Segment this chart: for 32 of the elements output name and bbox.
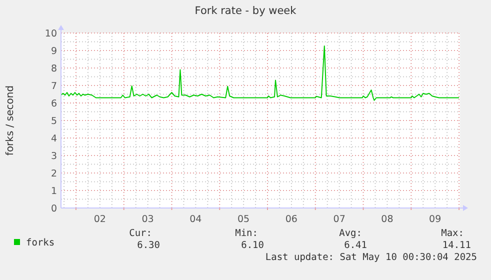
text: 14.11 xyxy=(442,240,472,251)
text: Cur: xyxy=(129,228,152,239)
text: 6.10 xyxy=(241,240,264,251)
y-tick-label: 9 xyxy=(50,46,57,57)
text: Max: xyxy=(441,228,464,239)
y-axis-title: forks / second xyxy=(5,85,16,156)
y-tick-label: 4 xyxy=(50,134,57,144)
y-tick-label: 7 xyxy=(50,81,57,92)
text: Last update: Sat May 10 00:30:04 2025 xyxy=(265,252,477,263)
y-tick-label: 1 xyxy=(50,186,57,197)
x-tick-label: 05 xyxy=(238,214,250,225)
y-tick-label: 6 xyxy=(50,98,57,110)
x-tick-label: 03 xyxy=(142,214,154,225)
x-tick-label: 02 xyxy=(94,214,106,225)
text: 6.30 xyxy=(137,240,160,251)
x-tick-label: 08 xyxy=(381,214,394,225)
x-tick-label: 07 xyxy=(333,214,346,225)
y-tick-label: 0 xyxy=(50,204,57,214)
y-tick-label: 8 xyxy=(50,64,57,74)
y-tick-label: 5 xyxy=(50,116,57,127)
x-tick-label: 04 xyxy=(190,214,202,225)
text: Avg: xyxy=(339,228,362,239)
y-tick-label: 2 xyxy=(50,168,57,180)
line-series xyxy=(60,45,460,101)
y-tick-label: 10 xyxy=(44,28,57,40)
x-tick-label: 09 xyxy=(429,214,442,225)
legend-label: forks xyxy=(26,238,55,248)
text: Min: xyxy=(235,228,258,239)
x-tick-label: 06 xyxy=(285,214,298,225)
text: 6.41 xyxy=(344,240,368,251)
y-tick-label: 3 xyxy=(50,151,57,162)
chart-title: Fork rate - by week xyxy=(194,5,298,17)
